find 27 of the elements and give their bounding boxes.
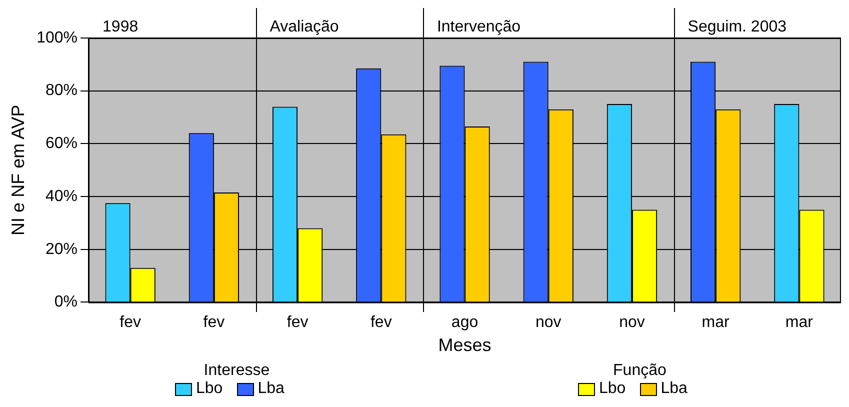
text: Intervenção: [436, 18, 521, 36]
y-tick-label: 60%: [45, 135, 78, 152]
legend-label: Lba: [660, 380, 688, 398]
x-axis-title: Meses: [438, 335, 492, 356]
y-tick-label: 40%: [45, 188, 78, 205]
text: Interesse: [202, 362, 271, 380]
y-tick-label: 20%: [45, 240, 78, 258]
y-tick-label: 80%: [45, 82, 78, 100]
y-axis-title: NI e NF em AVP: [8, 104, 28, 236]
x-tick-label: fev: [203, 314, 225, 332]
y-tick-label: 0%: [54, 294, 78, 311]
text: Função: [612, 362, 668, 380]
x-tick-label: mar: [702, 314, 730, 332]
text: Seguim. 2003: [688, 18, 787, 36]
x-tick-label: fev: [286, 314, 308, 332]
x-tick-label: fev: [370, 314, 392, 332]
legend-label: Lba: [256, 380, 284, 398]
x-tick-label: fev: [120, 314, 141, 332]
text: 1998: [102, 18, 138, 36]
x-tick-label: mar: [785, 314, 814, 332]
legend-label: Lbo: [598, 380, 626, 398]
y-tick-label: 100%: [36, 29, 78, 46]
x-tick-label: nov: [619, 314, 645, 332]
x-tick-label: nov: [535, 314, 562, 332]
x-tick-label: ago: [451, 314, 478, 332]
legend-label: Lbo: [195, 380, 223, 398]
text: Avaliação: [270, 18, 339, 36]
